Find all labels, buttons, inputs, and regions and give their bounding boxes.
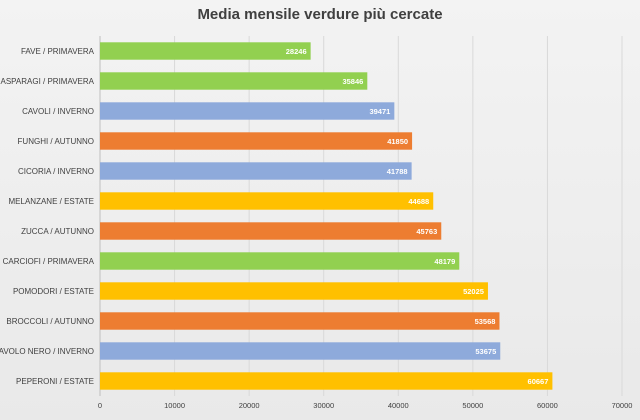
category-label: POMODORI / ESTATE	[13, 287, 94, 296]
bar	[100, 282, 488, 300]
bar	[100, 132, 413, 150]
data-label: 41788	[387, 167, 408, 176]
data-label: 45763	[416, 227, 437, 236]
category-label: CAVOLI / INVERNO	[22, 107, 94, 116]
bar	[100, 162, 412, 180]
data-label: 35846	[342, 77, 363, 86]
bar	[100, 102, 395, 120]
x-tick-label: 10000	[164, 401, 185, 410]
x-tick-label: 50000	[462, 401, 483, 410]
category-label: CICORIA / INVERNO	[18, 167, 94, 176]
data-label: 41850	[387, 137, 408, 146]
data-label: 39471	[369, 107, 390, 116]
category-label: BROCCOLI / AUTUNNO	[6, 317, 94, 326]
bar	[100, 372, 553, 390]
data-label: 44688	[408, 197, 429, 206]
x-tick-label: 40000	[388, 401, 409, 410]
category-label: CARCIOFI / PRIMAVERA	[3, 257, 95, 266]
category-label: FUNGHI / AUTUNNO	[18, 137, 94, 146]
data-label: 53568	[475, 317, 496, 326]
category-label: PEPERONI / ESTATE	[16, 377, 94, 386]
bar	[100, 222, 442, 240]
data-label: 53675	[475, 347, 496, 356]
bar	[100, 42, 311, 60]
bar	[100, 72, 368, 90]
data-label: 52025	[463, 287, 484, 296]
x-tick-label: 0	[98, 401, 102, 410]
category-label: ZUCCA / AUTUNNO	[21, 227, 94, 236]
chart-title: Media mensile verdure più cercate	[197, 6, 443, 23]
data-label: 60667	[528, 377, 549, 386]
data-label: 28246	[286, 47, 307, 56]
category-label: FAVE / PRIMAVERA	[21, 47, 95, 56]
bar	[100, 312, 500, 330]
bar	[100, 252, 460, 270]
data-label: 48179	[434, 257, 455, 266]
x-tick-label: 70000	[612, 401, 633, 410]
category-label: CAVOLO NERO / INVERNO	[0, 347, 94, 356]
x-tick-label: 30000	[313, 401, 334, 410]
x-tick-label: 20000	[239, 401, 260, 410]
category-label: MELANZANE / ESTATE	[9, 197, 95, 206]
x-tick-label: 60000	[537, 401, 558, 410]
bar	[100, 342, 501, 360]
category-label: ASPARAGI / PRIMAVERA	[0, 77, 94, 86]
bar	[100, 192, 434, 210]
